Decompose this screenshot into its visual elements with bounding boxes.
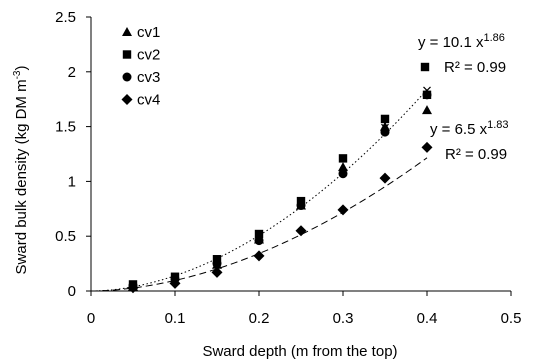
- point-cv3: [296, 201, 306, 211]
- y-tick-label: 1.5: [55, 119, 76, 136]
- point-cv3: [422, 90, 432, 100]
- x-tick-label: 0: [87, 310, 95, 327]
- legend-label-cv3: cv3: [137, 69, 160, 86]
- point-cv3: [212, 259, 222, 269]
- legend: cv1 cv2 cv3 cv4: [121, 24, 430, 109]
- point-cv4: [211, 266, 223, 278]
- fit-equation-upper-exponent: 1.86: [483, 32, 504, 44]
- x-tick-label: 0.2: [249, 310, 270, 327]
- axes: 0 0.5 1 1.5 2 2.5 0 0.1 0.2 0.3 0.4 0.5: [55, 9, 521, 327]
- fit-equation-upper-base: y = 10.1 x: [418, 34, 484, 51]
- point-cv3: [338, 169, 348, 179]
- y-axis-title-close: ): [13, 66, 30, 71]
- legend-marker-cv1: [122, 27, 132, 36]
- x-tick-label: 0.4: [417, 310, 438, 327]
- point-cv4: [379, 172, 391, 184]
- point-cv2: [380, 114, 390, 124]
- y-tick-label: 0: [68, 283, 76, 300]
- y-axis-title-superscript: -3: [12, 70, 23, 79]
- legend-marker-cv2: [122, 50, 132, 59]
- x-tick-label: 0.5: [501, 310, 522, 327]
- cross-marker: [423, 86, 431, 95]
- point-cv4: [337, 204, 349, 216]
- legend-label-cv4: cv4: [137, 92, 160, 109]
- fit-r2-upper: R² = 0.99: [444, 59, 506, 76]
- legend-marker-cv4: [121, 94, 133, 105]
- legend-marker-cv3: [122, 72, 132, 82]
- fit-curves: [90, 89, 428, 292]
- annotation-square-marker: [420, 62, 430, 72]
- fit-equation-lower-exponent: 1.83: [487, 119, 508, 131]
- point-cv4: [253, 250, 265, 262]
- point-cv1: [422, 105, 432, 115]
- point-cv4: [169, 277, 181, 289]
- legend-label-cv2: cv2: [137, 47, 160, 64]
- y-tick-label: 0.5: [55, 228, 76, 245]
- cross-stroke: [423, 86, 431, 95]
- point-cv4: [421, 141, 433, 153]
- fit-equation-lower-base: y = 6.5 x: [430, 121, 488, 138]
- x-tick-label: 0.3: [333, 310, 354, 327]
- fit-curve-dotted: [90, 89, 428, 292]
- point-cv3: [254, 236, 264, 246]
- cross-marker: [381, 123, 389, 132]
- y-tick-label: 2.5: [55, 9, 76, 26]
- point-cv2: [338, 154, 348, 163]
- fit-r2-lower: R² = 0.99: [445, 146, 507, 163]
- point-cv3: [380, 127, 390, 137]
- fit-equation-upper: y = 10.1 x1.86: [418, 32, 505, 51]
- point-cv1: [338, 162, 348, 172]
- legend-label-cv1: cv1: [137, 24, 160, 41]
- y-axis-title: Sward bulk density (kg DM m-3): [12, 66, 30, 275]
- x-axis-title: Sward depth (m from the top): [202, 343, 397, 360]
- data-points: [127, 86, 433, 294]
- x-tick-label: 0.1: [165, 310, 186, 327]
- fit-equation-lower: y = 6.5 x1.83: [430, 119, 509, 138]
- fit-curve-dashed: [90, 157, 428, 292]
- y-tick-label: 1: [68, 173, 76, 190]
- cross-stroke: [381, 123, 389, 132]
- point-cv2: [254, 229, 264, 239]
- y-tick-label: 2: [68, 64, 76, 81]
- y-axis-title-main: Sward bulk density (kg DM m: [13, 79, 30, 274]
- point-cv4: [295, 225, 307, 237]
- point-cv4: [127, 282, 139, 294]
